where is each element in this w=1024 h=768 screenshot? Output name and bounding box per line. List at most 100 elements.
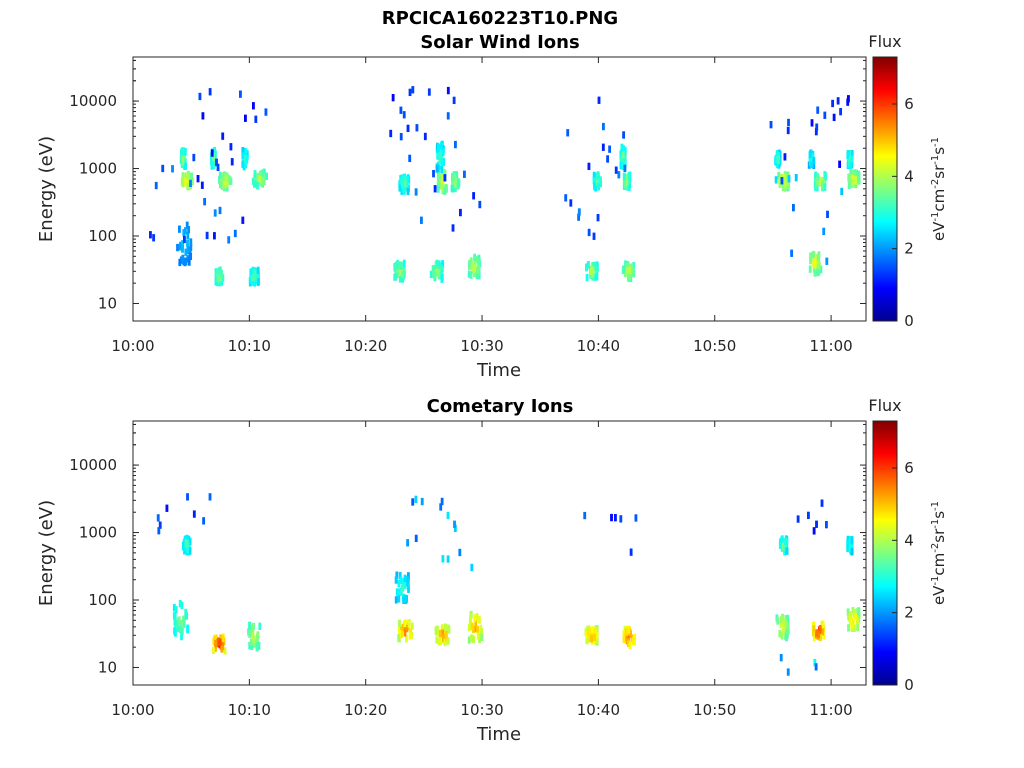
spectrogram-cell [622, 131, 626, 139]
spectrogram-cell [857, 172, 861, 180]
spectrogram-cell [776, 155, 780, 164]
spectrogram-cell [177, 616, 181, 624]
spectrogram-cell [857, 177, 861, 185]
spectrogram-cell [446, 511, 450, 520]
solar-wind-ions-colorbar-ticks: 0 2 4 6 [892, 95, 914, 330]
spectrogram-cell [220, 270, 224, 279]
spectrogram-cell [187, 258, 191, 266]
spectrogram-cell [196, 175, 200, 183]
spectrogram-cell [846, 608, 850, 616]
spectrogram-cell [403, 629, 407, 637]
spectrogram-cell [402, 259, 406, 267]
spectrogram-cell [437, 180, 440, 189]
x-tick-label: 10:00 [111, 701, 154, 719]
spectrogram-cell [408, 88, 412, 97]
spectrogram-cell [473, 269, 476, 278]
spectrogram-cell [476, 626, 480, 634]
spectrogram-cell [437, 637, 441, 646]
spectrogram-cell [253, 270, 257, 278]
spectrogram-cell [812, 157, 816, 165]
x-tick-label: 10:40 [577, 337, 620, 355]
spectrogram-cell [777, 171, 781, 180]
spectrogram-cell [200, 181, 204, 189]
spectrogram-cell [219, 181, 222, 189]
spectrogram-cell [808, 150, 812, 159]
spectrogram-cell [825, 257, 829, 265]
spectrogram-cell [474, 619, 478, 627]
spectrogram-cell [812, 625, 816, 633]
spectrogram-cell [410, 622, 414, 630]
spectrogram-cell [624, 633, 628, 642]
spectrogram-cell [248, 622, 251, 630]
spectrogram-cell [590, 626, 594, 634]
spectrogram-cell [478, 200, 482, 209]
spectrogram-cell [634, 514, 638, 522]
spectrogram-cell [406, 124, 410, 133]
spectrogram-cell [251, 268, 255, 276]
spectrogram-cell [623, 164, 627, 173]
spectrogram-cell [178, 258, 182, 267]
spectrogram-cell [821, 182, 824, 190]
spectrogram-cell [189, 243, 193, 252]
spectrogram-cell [786, 178, 789, 187]
cb-unit-exp-2: -2 [930, 179, 941, 189]
spectrogram-cell [406, 187, 410, 196]
spectrogram-cell [397, 579, 401, 588]
spectrogram-cell [437, 264, 441, 272]
spectrogram-cell [776, 617, 780, 625]
spectrogram-cell [427, 88, 431, 96]
spectrogram-cell [192, 510, 196, 518]
spectrogram-cell [810, 119, 814, 127]
cometary-ions-title: Cometary Ions [427, 396, 574, 417]
spectrogram-cell [847, 624, 850, 632]
colorbar-tick-label: 6 [904, 459, 914, 477]
spectrogram-cell [779, 616, 783, 624]
spectrogram-cell [589, 271, 593, 280]
spectrogram-cell [781, 541, 785, 550]
spectrogram-cell [477, 258, 481, 266]
spectrogram-cell [786, 668, 790, 676]
spectrogram-cell [437, 260, 441, 268]
spectrogram-cell [253, 170, 257, 178]
spectrogram-cell [778, 157, 782, 165]
cb-unit-part-2: cm [930, 189, 948, 212]
cb-unit-part-1: eV [930, 585, 948, 605]
spectrogram-cell [856, 623, 860, 632]
spectrogram-cell [212, 148, 216, 156]
spectrogram-cell [220, 639, 224, 647]
spectrogram-cell [186, 239, 189, 248]
cb-unit-part-3: sr [930, 164, 948, 179]
cometary-ions-colorbar-ticks: 0 2 4 6 [892, 459, 914, 694]
spectrogram-cell [220, 645, 224, 653]
spectrogram-cell [400, 630, 403, 638]
spectrogram-cell [855, 176, 859, 184]
colorbar-tick-label: 2 [904, 604, 914, 622]
colorbar-tick-label: 4 [904, 167, 914, 185]
spectrogram-cell [187, 173, 191, 181]
spectrogram-cell [592, 261, 596, 270]
spectrogram-cell [440, 497, 444, 506]
spectrogram-cell [821, 620, 825, 628]
spectrogram-cell [848, 180, 852, 188]
spectrogram-cell [185, 612, 189, 620]
spectrogram-cell [458, 548, 462, 557]
spectrogram-cell [184, 227, 187, 235]
spectrogram-cell [406, 539, 410, 547]
spectrogram-cell [779, 620, 783, 629]
y-tick-label: 100 [88, 591, 117, 609]
spectrogram-cell [432, 170, 435, 178]
spectrogram-cell [262, 168, 266, 176]
spectrogram-cell [441, 148, 445, 157]
spectrogram-cell [403, 185, 407, 193]
spectrogram-cell [436, 185, 440, 193]
spectrogram-cell [622, 157, 626, 165]
spectrogram-cell [397, 588, 400, 596]
spectrogram-cell [471, 264, 474, 272]
y-tick-label: 1000 [79, 524, 117, 542]
spectrogram-cell [216, 163, 220, 172]
spectrogram-cell [183, 235, 186, 244]
cometary-ions-y-axis: 10 100 1000 10000 [69, 423, 866, 676]
spectrogram-cell [441, 260, 445, 268]
spectrogram-cell [620, 144, 624, 152]
